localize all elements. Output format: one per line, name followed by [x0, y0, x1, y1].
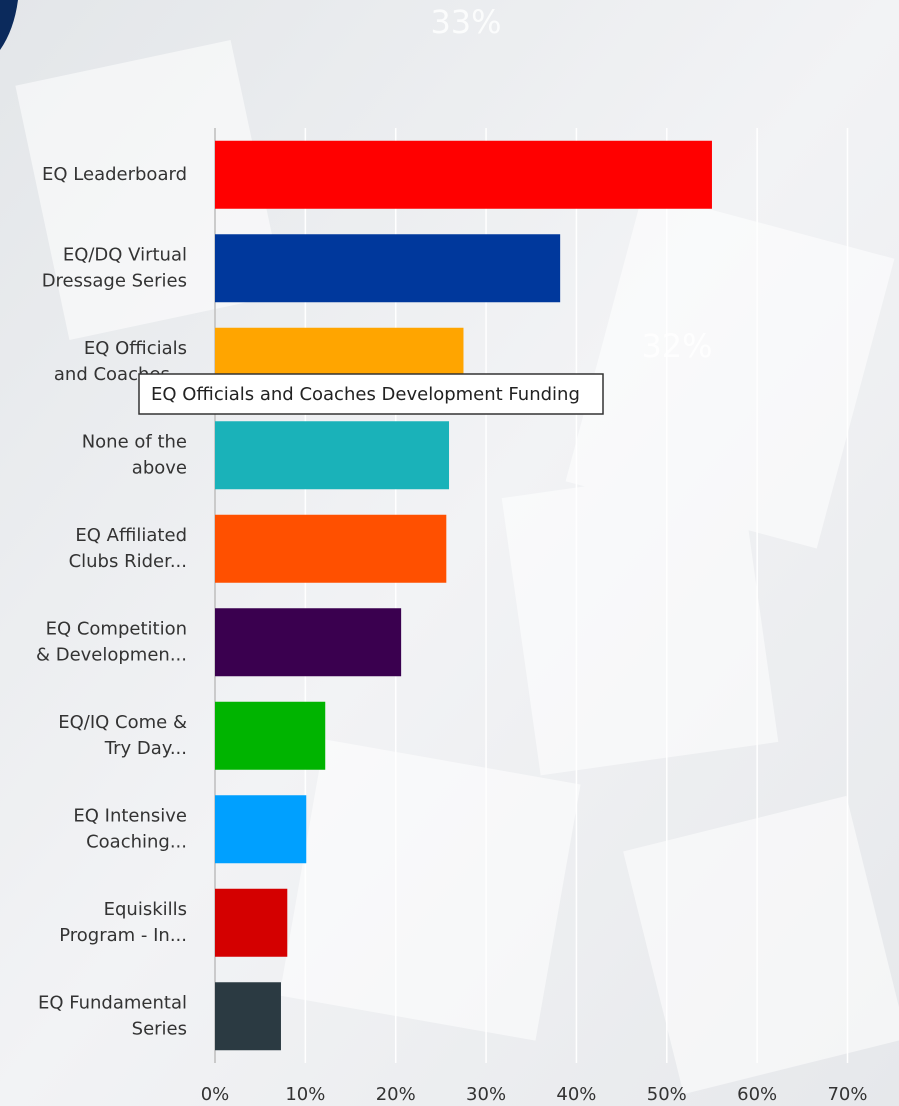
x-tick-label: 30% [466, 1084, 506, 1105]
x-tick-label: 0% [201, 1084, 230, 1105]
y-tick-label: Program - In... [59, 925, 187, 946]
y-tick-label: Try Day... [104, 738, 187, 759]
y-tick-label: Coaching... [86, 831, 187, 852]
x-tick-label: 50% [647, 1084, 687, 1105]
x-tick-label: 40% [556, 1084, 596, 1105]
y-tick-label: EQ Leaderboard [42, 164, 187, 185]
y-tick-label: None of the [82, 431, 187, 452]
bar [215, 608, 402, 677]
x-tick-label: 70% [827, 1084, 867, 1105]
y-tick-label: EQ Officials [84, 338, 187, 359]
corner-shape [0, 0, 18, 50]
x-tick-label: 60% [737, 1084, 777, 1105]
y-tick-label: EQ Affiliated [75, 525, 187, 546]
y-tick-label: Clubs Rider... [69, 551, 187, 572]
x-tick-label: 10% [285, 1084, 325, 1105]
y-tick-label: EQ Intensive [73, 805, 187, 826]
bar [215, 888, 288, 957]
y-tick-label: above [132, 457, 187, 478]
tooltip-box [138, 373, 604, 415]
bar [215, 795, 307, 864]
background-label: 33% [430, 3, 501, 41]
bar [215, 701, 326, 770]
x-tick-label: 20% [376, 1084, 416, 1105]
tooltip-text: EQ Officials and Coaches Development Fun… [151, 384, 580, 405]
y-tick-label: EQ/IQ Come & [58, 712, 187, 733]
tooltip: EQ Officials and Coaches Development Fun… [138, 373, 604, 415]
plot: 0% 10% 20% 30% 40% 50% 60% 70% EQ Leaderboard EQ/… [36, 128, 868, 1105]
bar [215, 421, 450, 490]
y-tick-label: Dressage Series [42, 270, 187, 291]
y-tick-label: EQ Fundamental [38, 992, 187, 1013]
y-tick-label: Equiskills [104, 899, 187, 920]
bar [215, 982, 281, 1051]
y-tick-label: EQ/DQ Virtual [63, 244, 187, 265]
y-tick-label: EQ Competition [46, 618, 187, 639]
background-label: 32% [641, 327, 712, 365]
bar [215, 234, 561, 303]
y-tick-label: Series [132, 1018, 187, 1039]
bar [215, 140, 712, 209]
y-tick-label: & Developmen... [36, 644, 187, 665]
bar [215, 514, 447, 583]
